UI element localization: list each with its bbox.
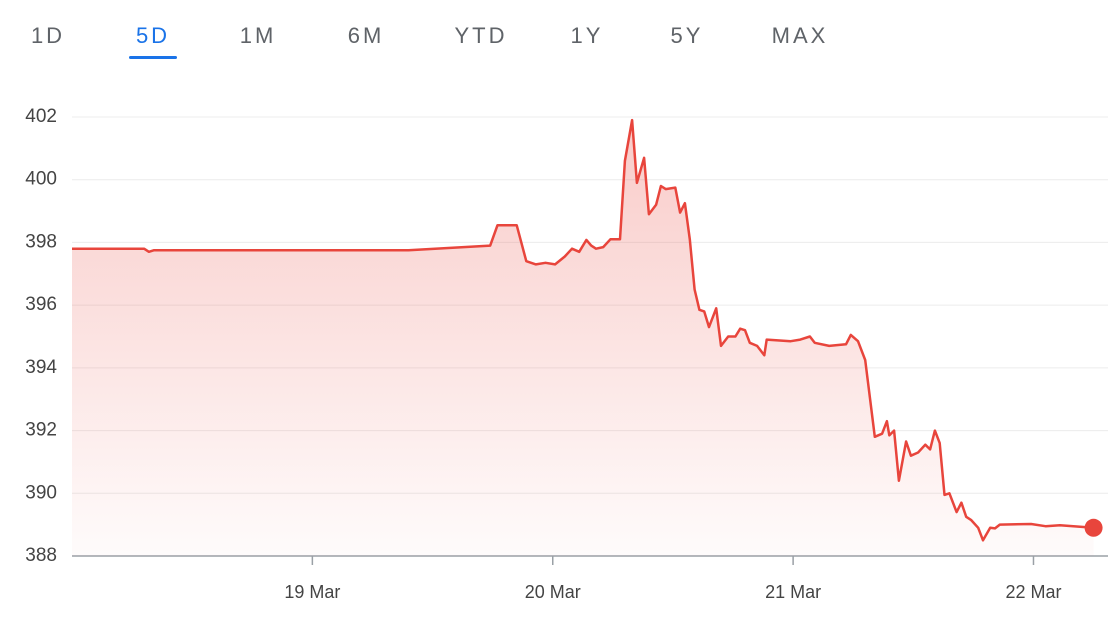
- range-tab[interactable]: 5D: [136, 23, 170, 48]
- y-tick-label: 390: [25, 482, 57, 503]
- y-tick-label: 402: [25, 106, 57, 127]
- x-tick-label: 20 Mar: [525, 582, 581, 602]
- range-tab[interactable]: 6M: [348, 23, 385, 48]
- range-tab[interactable]: 1D: [31, 23, 65, 48]
- y-tick-label: 392: [25, 420, 57, 441]
- last-price-dot: [1084, 518, 1103, 537]
- x-tick-label: 22 Mar: [1005, 582, 1061, 602]
- range-tab[interactable]: YTD: [455, 23, 508, 48]
- range-tab[interactable]: 5Y: [671, 23, 704, 48]
- x-tick-label: 19 Mar: [284, 582, 340, 602]
- y-tick-label: 398: [25, 231, 57, 252]
- x-tick-label: 21 Mar: [765, 582, 821, 602]
- range-tab[interactable]: MAX: [772, 23, 829, 48]
- range-tab[interactable]: 1M: [240, 23, 277, 48]
- price-line: [72, 118, 1094, 542]
- tab-underline: [129, 56, 177, 59]
- y-tick-label: 388: [25, 545, 57, 566]
- price-area: [72, 120, 1094, 556]
- range-tab[interactable]: 1Y: [571, 23, 604, 48]
- y-tick-label: 394: [25, 357, 57, 378]
- y-tick-label: 400: [25, 169, 57, 190]
- y-tick-label: 396: [25, 294, 57, 315]
